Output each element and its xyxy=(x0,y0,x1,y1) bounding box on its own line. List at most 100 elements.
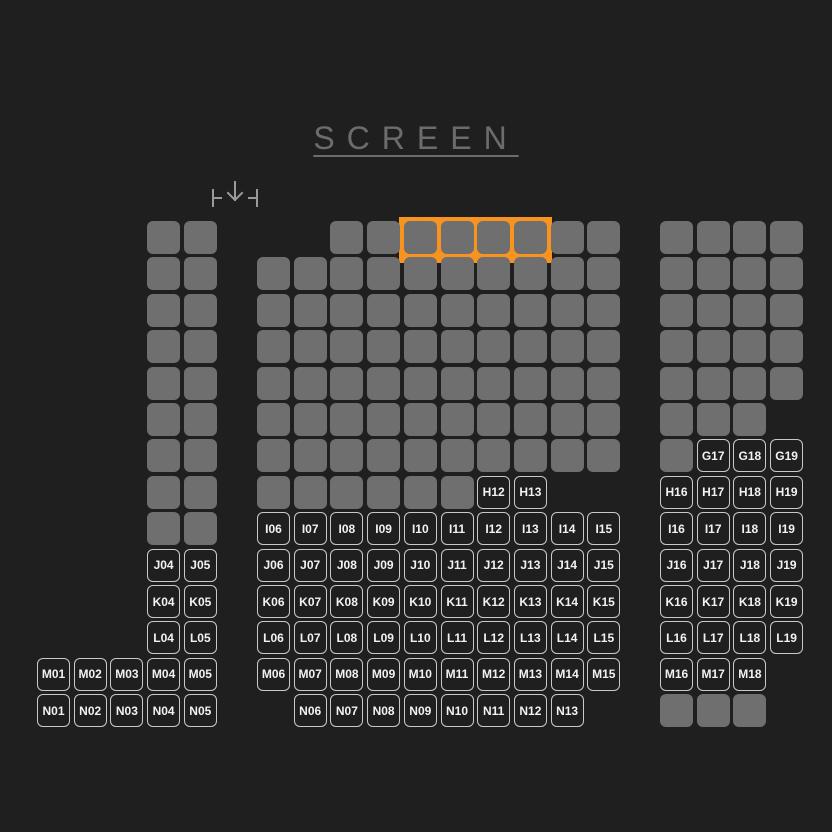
seat-J07[interactable]: J07 xyxy=(294,549,327,582)
seat-L08[interactable]: L08 xyxy=(330,621,363,654)
seat-L13[interactable]: L13 xyxy=(514,621,547,654)
seat-M06[interactable]: M06 xyxy=(257,658,290,691)
seat-L16[interactable]: L16 xyxy=(660,621,693,654)
seat-I09[interactable]: I09 xyxy=(367,512,400,545)
seat-L11[interactable]: L11 xyxy=(441,621,474,654)
seat-J11[interactable]: J11 xyxy=(441,549,474,582)
seat-I16[interactable]: I16 xyxy=(660,512,693,545)
seat-H18[interactable]: H18 xyxy=(733,476,766,509)
seat-J05[interactable]: J05 xyxy=(184,549,217,582)
seat-M11[interactable]: M11 xyxy=(441,658,474,691)
seat-I08[interactable]: I08 xyxy=(330,512,363,545)
seat-J17[interactable]: J17 xyxy=(697,549,730,582)
seat-L09[interactable]: L09 xyxy=(367,621,400,654)
seat-M09[interactable]: M09 xyxy=(367,658,400,691)
seat-J15[interactable]: J15 xyxy=(587,549,620,582)
seat-N10[interactable]: N10 xyxy=(441,694,474,727)
seat-K14[interactable]: K14 xyxy=(551,585,584,618)
seat-N13[interactable]: N13 xyxy=(551,694,584,727)
seat-M14[interactable]: M14 xyxy=(551,658,584,691)
seat-J13[interactable]: J13 xyxy=(514,549,547,582)
seat-M02[interactable]: M02 xyxy=(74,658,107,691)
seat-K12[interactable]: K12 xyxy=(477,585,510,618)
seat-I14[interactable]: I14 xyxy=(551,512,584,545)
seat-L14[interactable]: L14 xyxy=(551,621,584,654)
seat-J04[interactable]: J04 xyxy=(147,549,180,582)
seat-M05[interactable]: M05 xyxy=(184,658,217,691)
seat-K16[interactable]: K16 xyxy=(660,585,693,618)
seat-J08[interactable]: J08 xyxy=(330,549,363,582)
seat-I12[interactable]: I12 xyxy=(477,512,510,545)
seat-L18[interactable]: L18 xyxy=(733,621,766,654)
seat-N11[interactable]: N11 xyxy=(477,694,510,727)
seat-N06[interactable]: N06 xyxy=(294,694,327,727)
seat-J10[interactable]: J10 xyxy=(404,549,437,582)
seat-I15[interactable]: I15 xyxy=(587,512,620,545)
seat-L07[interactable]: L07 xyxy=(294,621,327,654)
seat-L12[interactable]: L12 xyxy=(477,621,510,654)
seat-M03[interactable]: M03 xyxy=(110,658,143,691)
seat-K09[interactable]: K09 xyxy=(367,585,400,618)
seat-L19[interactable]: L19 xyxy=(770,621,803,654)
seat-G17[interactable]: G17 xyxy=(697,439,730,472)
seat-N02[interactable]: N02 xyxy=(74,694,107,727)
seat-K05[interactable]: K05 xyxy=(184,585,217,618)
seat-K08[interactable]: K08 xyxy=(330,585,363,618)
seat-N08[interactable]: N08 xyxy=(367,694,400,727)
seat-L06[interactable]: L06 xyxy=(257,621,290,654)
seat-M17[interactable]: M17 xyxy=(697,658,730,691)
seat-M13[interactable]: M13 xyxy=(514,658,547,691)
seat-I19[interactable]: I19 xyxy=(770,512,803,545)
seat-K04[interactable]: K04 xyxy=(147,585,180,618)
seat-N04[interactable]: N04 xyxy=(147,694,180,727)
seat-I11[interactable]: I11 xyxy=(441,512,474,545)
seat-M10[interactable]: M10 xyxy=(404,658,437,691)
seat-I17[interactable]: I17 xyxy=(697,512,730,545)
seat-K07[interactable]: K07 xyxy=(294,585,327,618)
seat-N07[interactable]: N07 xyxy=(330,694,363,727)
seat-G18[interactable]: G18 xyxy=(733,439,766,472)
seat-G19[interactable]: G19 xyxy=(770,439,803,472)
seat-I07[interactable]: I07 xyxy=(294,512,327,545)
seat-N03[interactable]: N03 xyxy=(110,694,143,727)
seat-M04[interactable]: M04 xyxy=(147,658,180,691)
seat-M08[interactable]: M08 xyxy=(330,658,363,691)
seat-K06[interactable]: K06 xyxy=(257,585,290,618)
seat-I13[interactable]: I13 xyxy=(514,512,547,545)
seat-K15[interactable]: K15 xyxy=(587,585,620,618)
seat-M18[interactable]: M18 xyxy=(733,658,766,691)
seat-I18[interactable]: I18 xyxy=(733,512,766,545)
seat-L15[interactable]: L15 xyxy=(587,621,620,654)
seat-M15[interactable]: M15 xyxy=(587,658,620,691)
seat-J06[interactable]: J06 xyxy=(257,549,290,582)
seat-M16[interactable]: M16 xyxy=(660,658,693,691)
seat-H17[interactable]: H17 xyxy=(697,476,730,509)
seat-N01[interactable]: N01 xyxy=(37,694,70,727)
seat-N09[interactable]: N09 xyxy=(404,694,437,727)
seat-H13[interactable]: H13 xyxy=(514,476,547,509)
seat-K18[interactable]: K18 xyxy=(733,585,766,618)
seat-I06[interactable]: I06 xyxy=(257,512,290,545)
seat-K11[interactable]: K11 xyxy=(441,585,474,618)
seat-H12[interactable]: H12 xyxy=(477,476,510,509)
seat-L17[interactable]: L17 xyxy=(697,621,730,654)
seat-K19[interactable]: K19 xyxy=(770,585,803,618)
seat-L04[interactable]: L04 xyxy=(147,621,180,654)
seat-H16[interactable]: H16 xyxy=(660,476,693,509)
seat-L05[interactable]: L05 xyxy=(184,621,217,654)
seat-L10[interactable]: L10 xyxy=(404,621,437,654)
seat-N12[interactable]: N12 xyxy=(514,694,547,727)
seat-J14[interactable]: J14 xyxy=(551,549,584,582)
seat-M07[interactable]: M07 xyxy=(294,658,327,691)
seat-J12[interactable]: J12 xyxy=(477,549,510,582)
seat-I10[interactable]: I10 xyxy=(404,512,437,545)
seat-J09[interactable]: J09 xyxy=(367,549,400,582)
seat-M12[interactable]: M12 xyxy=(477,658,510,691)
seat-J18[interactable]: J18 xyxy=(733,549,766,582)
seat-J19[interactable]: J19 xyxy=(770,549,803,582)
seat-J16[interactable]: J16 xyxy=(660,549,693,582)
seat-K17[interactable]: K17 xyxy=(697,585,730,618)
seat-M01[interactable]: M01 xyxy=(37,658,70,691)
seat-N05[interactable]: N05 xyxy=(184,694,217,727)
seat-K13[interactable]: K13 xyxy=(514,585,547,618)
